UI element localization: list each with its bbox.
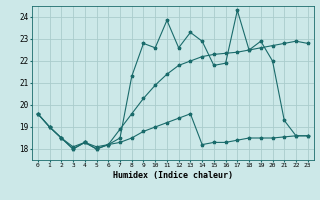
- X-axis label: Humidex (Indice chaleur): Humidex (Indice chaleur): [113, 171, 233, 180]
